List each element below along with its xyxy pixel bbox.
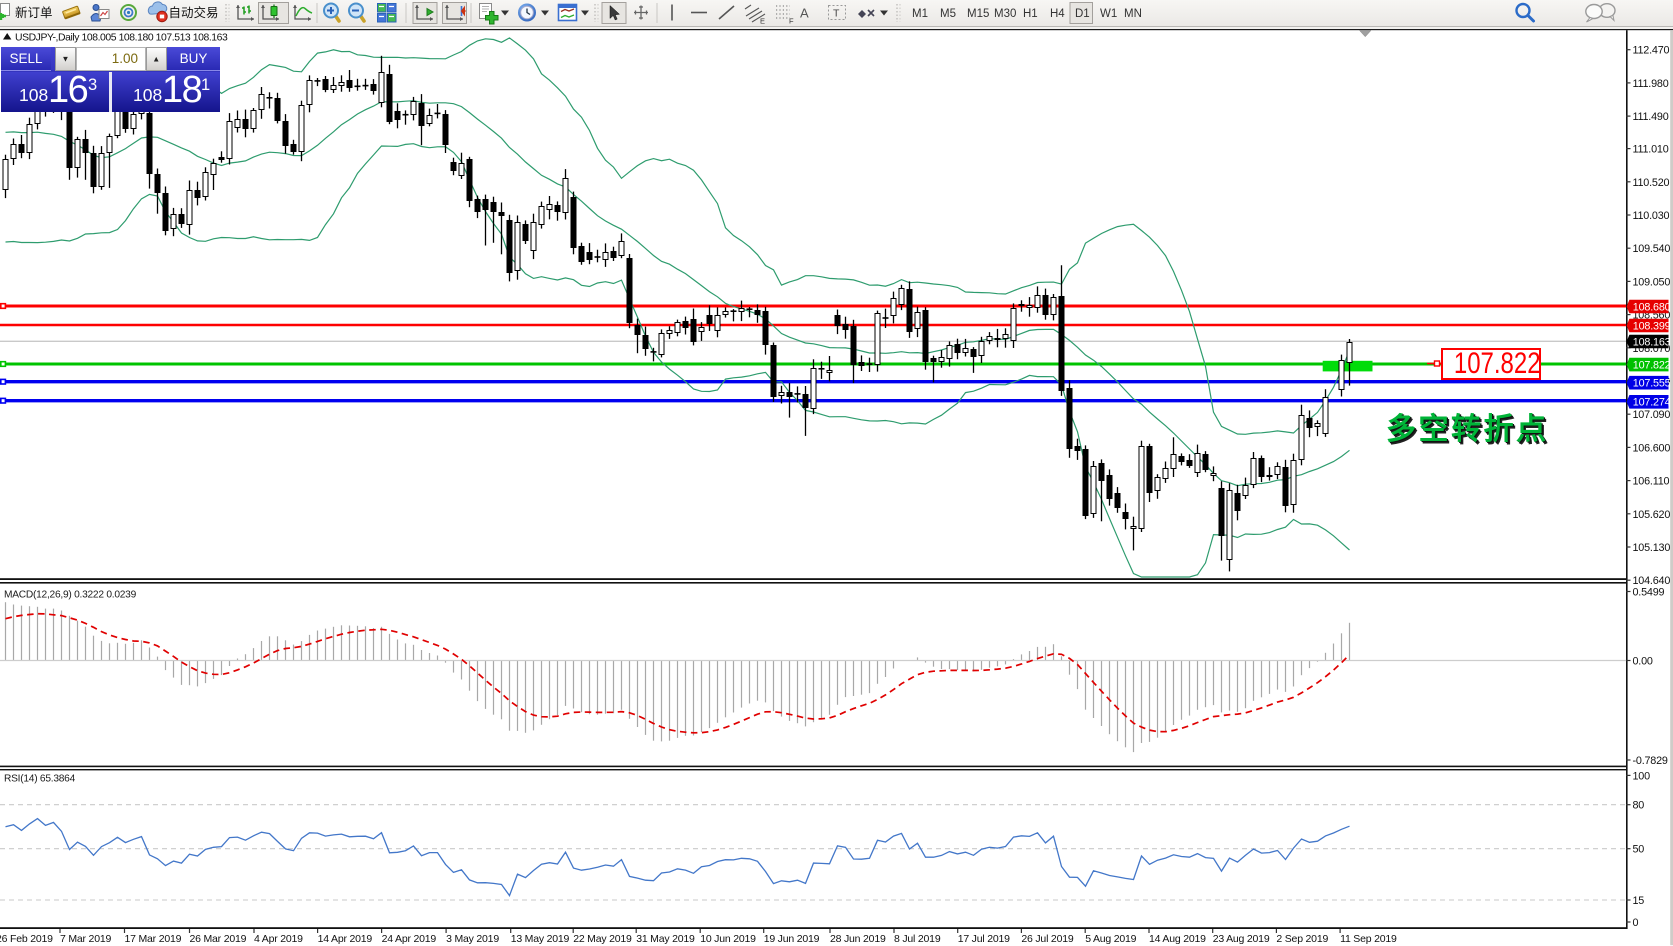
svg-text:M1: M1 <box>912 8 928 20</box>
svg-text:108.399: 108.399 <box>1633 320 1671 332</box>
svg-text:M15: M15 <box>967 8 989 20</box>
svg-text:80: 80 <box>1633 800 1645 812</box>
svg-text:T: T <box>833 8 840 20</box>
svg-text:RSI(14) 65.3864: RSI(14) 65.3864 <box>4 774 76 785</box>
svg-text:107.822: 107.822 <box>1633 359 1671 371</box>
svg-text:111.980: 111.980 <box>1633 78 1669 90</box>
svg-text:MN: MN <box>1124 8 1142 20</box>
svg-text:19 Jun 2019: 19 Jun 2019 <box>764 933 820 945</box>
svg-text:17 Jul 2019: 17 Jul 2019 <box>958 933 1010 945</box>
svg-text:M5: M5 <box>940 8 956 20</box>
svg-text:31 May 2019: 31 May 2019 <box>636 933 695 945</box>
svg-text:自动交易: 自动交易 <box>169 5 219 20</box>
svg-text:26 Mar 2019: 26 Mar 2019 <box>190 933 247 945</box>
svg-text:H4: H4 <box>1050 8 1065 20</box>
svg-text:E: E <box>760 17 765 26</box>
svg-text:109.050: 109.050 <box>1633 276 1671 288</box>
svg-text:107.274: 107.274 <box>1633 397 1671 409</box>
svg-text:USDJPY-,Daily 108.005 108.180: USDJPY-,Daily 108.005 108.180 107.513 10… <box>15 33 228 44</box>
svg-text:13 May 2019: 13 May 2019 <box>511 933 570 945</box>
svg-text:11 Sep 2019: 11 Sep 2019 <box>1340 933 1397 945</box>
svg-text:0.00: 0.00 <box>1633 656 1653 668</box>
svg-text:26 Jul 2019: 26 Jul 2019 <box>1021 933 1073 945</box>
svg-text:2 Sep 2019: 2 Sep 2019 <box>1276 933 1328 945</box>
svg-text:H1: H1 <box>1023 8 1038 20</box>
svg-text:MACD(12,26,9) 0.3222 0.0239: MACD(12,26,9) 0.3222 0.0239 <box>4 590 137 601</box>
svg-text:3 May 2019: 3 May 2019 <box>446 933 499 945</box>
svg-text:111.490: 111.490 <box>1633 111 1669 123</box>
svg-text:14 Aug 2019: 14 Aug 2019 <box>1149 933 1206 945</box>
svg-text:7 Mar 2019: 7 Mar 2019 <box>60 933 111 945</box>
svg-text:104.640: 104.640 <box>1633 575 1671 587</box>
svg-text:-0.7829: -0.7829 <box>1633 755 1668 767</box>
svg-text:4 Apr 2019: 4 Apr 2019 <box>254 933 303 945</box>
svg-text:28 Jun 2019: 28 Jun 2019 <box>830 933 886 945</box>
svg-text:105.130: 105.130 <box>1633 542 1671 554</box>
svg-text:110.520: 110.520 <box>1633 177 1670 189</box>
svg-text:110.030: 110.030 <box>1633 210 1670 222</box>
svg-text:108.163: 108.163 <box>1633 336 1671 348</box>
svg-text:8 Jul 2019: 8 Jul 2019 <box>894 933 941 945</box>
svg-text:26 Feb 2019: 26 Feb 2019 <box>0 933 53 945</box>
svg-text:111.010: 111.010 <box>1633 144 1669 156</box>
svg-text:新订单: 新订单 <box>15 5 53 20</box>
svg-text:106.600: 106.600 <box>1633 442 1671 454</box>
svg-text:14 Apr 2019: 14 Apr 2019 <box>318 933 373 945</box>
svg-text:22 May 2019: 22 May 2019 <box>573 933 632 945</box>
svg-text:106.110: 106.110 <box>1633 476 1670 488</box>
svg-text:5 Aug 2019: 5 Aug 2019 <box>1085 933 1136 945</box>
svg-text:W1: W1 <box>1100 8 1117 20</box>
svg-text:112.470: 112.470 <box>1633 45 1670 57</box>
svg-text:105.620: 105.620 <box>1633 509 1671 521</box>
svg-text:108.680: 108.680 <box>1633 301 1671 313</box>
svg-text:15: 15 <box>1633 895 1645 907</box>
svg-text:107.555: 107.555 <box>1633 378 1671 390</box>
svg-text:D1: D1 <box>1075 8 1090 20</box>
svg-text:M30: M30 <box>994 8 1016 20</box>
svg-text:100: 100 <box>1633 770 1651 782</box>
svg-text:107.090: 107.090 <box>1633 409 1671 421</box>
svg-text:0: 0 <box>1633 917 1639 929</box>
svg-text:A: A <box>800 6 809 21</box>
svg-text:0.5499: 0.5499 <box>1633 587 1665 599</box>
svg-text:10 Jun 2019: 10 Jun 2019 <box>700 933 756 945</box>
svg-text:24 Apr 2019: 24 Apr 2019 <box>382 933 437 945</box>
svg-text:17 Mar 2019: 17 Mar 2019 <box>125 933 182 945</box>
svg-text:109.540: 109.540 <box>1633 243 1671 255</box>
svg-text:23 Aug 2019: 23 Aug 2019 <box>1213 933 1270 945</box>
svg-text:50: 50 <box>1633 844 1645 856</box>
svg-text:F: F <box>789 17 794 26</box>
